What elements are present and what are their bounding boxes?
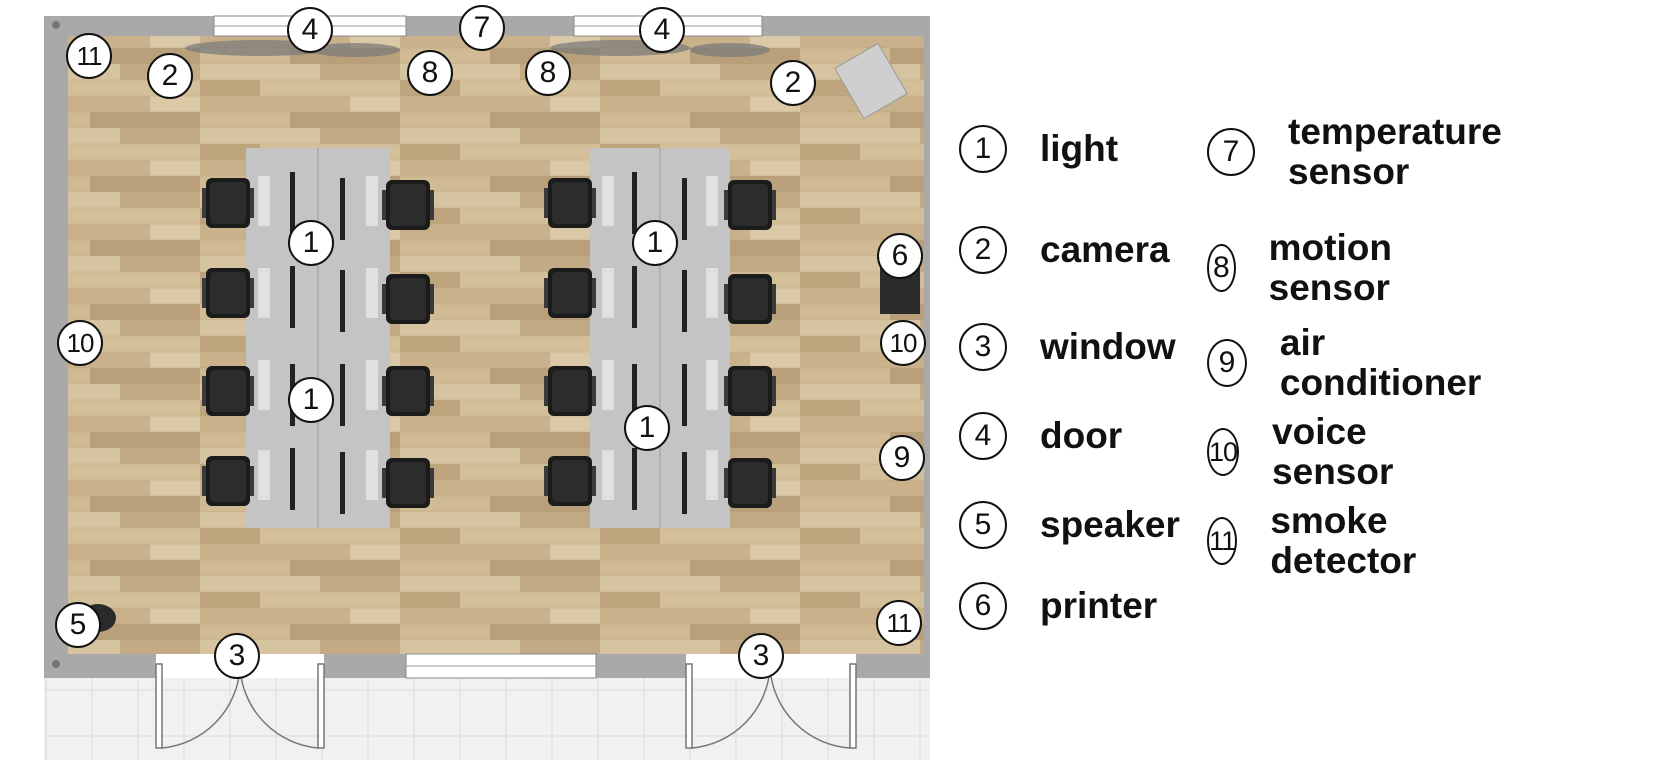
legend-number: 2	[959, 226, 1007, 274]
marker-number: 6	[891, 239, 909, 272]
legend-item-voice-sensor: 10 voice sensor	[1207, 412, 1409, 492]
legend-label: voice sensor	[1272, 411, 1394, 492]
legend-number: 5	[959, 501, 1007, 549]
floor-marker-motion-1: 8	[407, 50, 453, 96]
legend-item-speaker: 5 speaker	[959, 501, 1180, 549]
legend-item-motion-sensor: 8 motion sensor	[1207, 228, 1411, 308]
floor-marker-light-4: 1	[624, 405, 670, 451]
legend-label: door	[1040, 415, 1123, 456]
legend-item-smoke-detector: 11 smoke detector	[1207, 501, 1434, 581]
floor-marker-light-2: 1	[632, 220, 678, 266]
legend-item-temperature-sensor: 7 temperature sensor	[1207, 112, 1538, 192]
legend-number: 6	[959, 582, 1007, 630]
floor-marker-camera-2: 2	[770, 60, 816, 106]
floor-marker-air-conditioner: 9	[879, 435, 925, 481]
floor-marker-smoke-1: 11	[66, 33, 112, 79]
legend-number: 4	[959, 412, 1007, 460]
legend-label: light	[1040, 128, 1119, 169]
legend-number: 9	[1207, 339, 1247, 387]
floor-marker-door-2: 4	[639, 7, 685, 53]
legend-item-printer: 6 printer	[959, 582, 1157, 630]
marker-number: 3	[228, 639, 246, 672]
marker-number: 8	[539, 56, 557, 89]
floor-marker-camera-1: 2	[147, 53, 193, 99]
legend-number: 11	[1207, 517, 1238, 565]
floor-marker-window-2: 3	[738, 633, 784, 679]
marker-number: 11	[886, 607, 913, 638]
marker-number: 9	[893, 441, 911, 474]
floor-marker-temperature-sensor: 7	[459, 5, 505, 51]
legend-number: 1	[959, 125, 1007, 173]
floor-marker-motion-2: 8	[525, 50, 571, 96]
legend-item-window: 3 window	[959, 323, 1176, 371]
marker-number: 1	[638, 411, 656, 444]
legend-label: temperature sensor	[1288, 111, 1502, 192]
floor-marker-door-1: 4	[287, 7, 333, 53]
marker-number: 7	[473, 11, 491, 44]
floor-marker-light-3: 1	[288, 377, 334, 423]
marker-number: 1	[302, 383, 320, 416]
floor-marker-smoke-2: 11	[876, 600, 922, 646]
marker-number: 4	[301, 13, 319, 46]
marker-number: 8	[421, 56, 439, 89]
marker-number: 3	[752, 639, 770, 672]
floor-marker-voice-1: 10	[57, 320, 103, 366]
floor-marker-printer: 6	[877, 233, 923, 279]
marker-number: 1	[646, 226, 664, 259]
office-floor-plan	[44, 15, 930, 760]
legend-label: printer	[1040, 585, 1158, 626]
legend-item-air-conditioner: 9 air conditioner	[1207, 323, 1489, 403]
floor-marker-window-1: 3	[214, 633, 260, 679]
legend-label: window	[1040, 326, 1176, 367]
marker-number: 10	[889, 327, 918, 358]
floor-marker-light-1: 1	[288, 220, 334, 266]
legend-item-light: 1 light	[959, 125, 1118, 173]
legend-label: motion sensor	[1268, 227, 1392, 308]
marker-number: 10	[66, 327, 95, 358]
legend-number: 8	[1207, 244, 1236, 292]
marker-number: 11	[76, 40, 103, 71]
marker-number: 5	[69, 608, 87, 641]
marker-number: 1	[302, 226, 320, 259]
legend-label: smoke detector	[1270, 500, 1417, 581]
legend-number: 10	[1207, 428, 1240, 476]
legend-item-door: 4 door	[959, 412, 1122, 460]
marker-number: 2	[161, 59, 179, 92]
legend-label: camera	[1040, 229, 1170, 270]
legend-item-camera: 2 camera	[959, 226, 1170, 274]
legend-number: 7	[1207, 128, 1255, 176]
legend-number: 3	[959, 323, 1007, 371]
floor-marker-voice-2: 10	[880, 320, 926, 366]
legend-label: air conditioner	[1279, 322, 1482, 403]
marker-number: 2	[784, 66, 802, 99]
marker-number: 4	[653, 13, 671, 46]
floor-marker-speaker: 5	[55, 602, 101, 648]
legend-label: speaker	[1040, 504, 1180, 545]
